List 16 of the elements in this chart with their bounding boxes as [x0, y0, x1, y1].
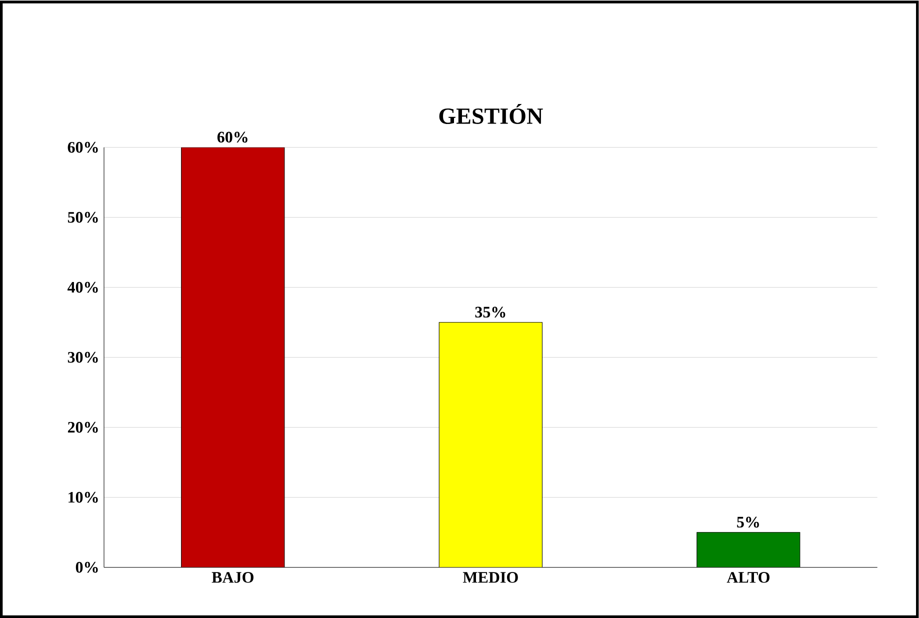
- y-tick-label: 40%: [68, 282, 98, 293]
- y-tick-label: 20%: [68, 422, 98, 433]
- y-tick-label: 30%: [68, 352, 98, 363]
- y-tick-label: 50%: [68, 212, 98, 223]
- y-tick-label: 60%: [68, 142, 98, 153]
- x-tick-label: ALTO: [726, 572, 770, 583]
- x-tick-label: BAJO: [212, 572, 254, 583]
- y-tick-label: 10%: [68, 492, 98, 503]
- bar: [696, 532, 800, 568]
- x-tick-label: MEDIO: [462, 572, 518, 583]
- bar: [181, 147, 285, 568]
- chart-title: GESTIÓN: [439, 104, 543, 124]
- data-label: 60%: [217, 132, 248, 143]
- data-label: 5%: [737, 516, 759, 528]
- y-tick-label: 0%: [76, 562, 98, 573]
- data-label: 35%: [475, 306, 506, 318]
